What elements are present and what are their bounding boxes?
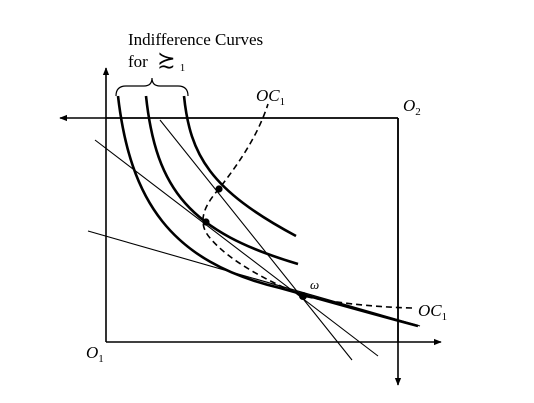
offer-curve-label-top: OC1 [256, 86, 285, 108]
offer-curve [202, 103, 413, 309]
indifference-curve-3 [182, 95, 297, 238]
tangency-point-upper [215, 185, 223, 193]
budget-line-shallow [87, 230, 421, 327]
budget-line-medium [94, 139, 379, 357]
title-prefix: for [128, 52, 148, 71]
preference-subscript: 1 [180, 62, 186, 74]
indifference-curve-1 [116, 95, 419, 328]
curves-brace [115, 77, 189, 97]
offer-curve-label-right: OC1 [418, 301, 447, 323]
preference-symbol: ≿ [157, 47, 175, 72]
title-line-1: Indifference Curves [128, 30, 263, 49]
origin-2-label: O2 [403, 96, 421, 118]
title-line-2: for ≿ 1 [128, 47, 185, 74]
indifference-curve-2 [144, 95, 299, 266]
origin-1-label: O1 [86, 343, 104, 365]
endowment-label: ω [310, 277, 319, 292]
budget-line-steep [159, 119, 353, 361]
tangency-point-lower [202, 218, 210, 226]
endowment-point [299, 292, 307, 300]
